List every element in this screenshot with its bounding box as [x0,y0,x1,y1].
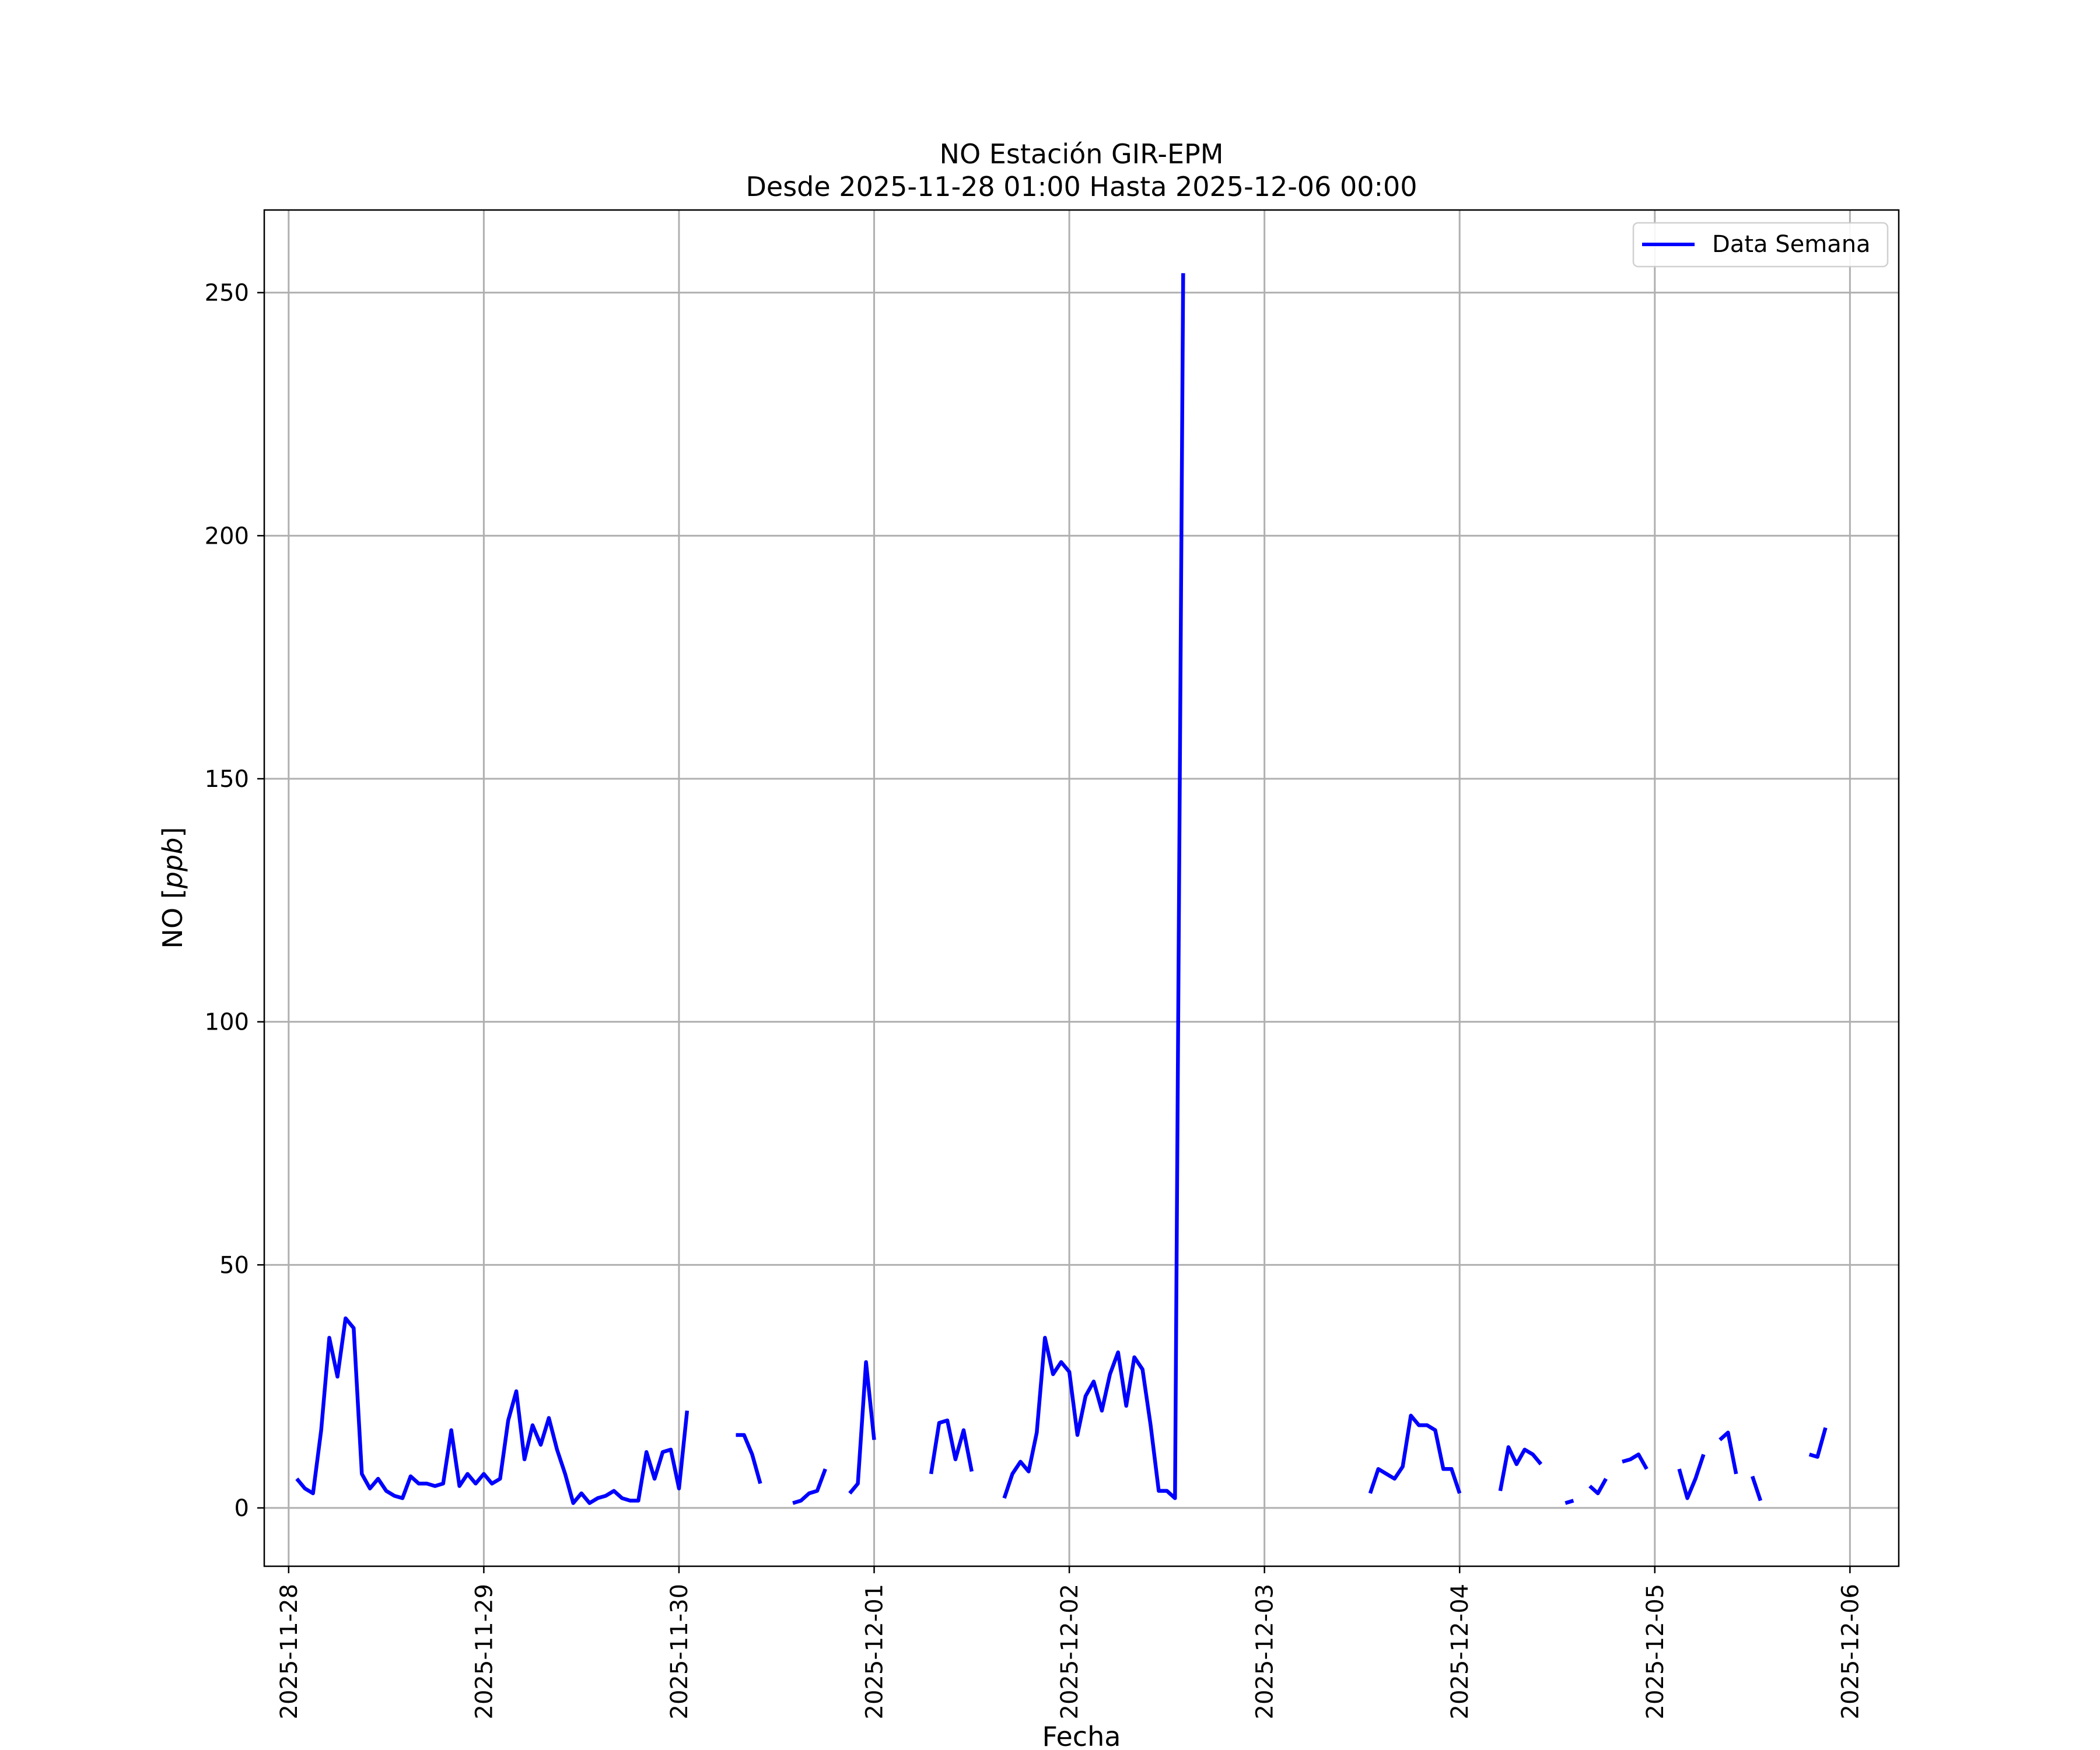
grid-lines [264,210,1899,1566]
x-tick-label: 2025-12-06 [1837,1584,1864,1719]
series-line-segment [1002,273,1185,1500]
plot-frame [263,209,1900,1567]
x-tick-label: 2025-11-29 [471,1584,498,1719]
series-line-segment [1808,1427,1828,1459]
series-line-segment [1498,1445,1543,1492]
series-line-segment [1718,1430,1738,1475]
y-axis-label-suffix: ] [157,827,188,838]
series-line-segment [1588,1478,1608,1496]
y-axis-label-prefix: NO [ [157,888,188,949]
series-line-segment [1751,1475,1763,1502]
series-line-segment [736,1433,762,1485]
x-tick-label: 2025-12-02 [1056,1584,1083,1719]
x-tick-label: 2025-12-01 [862,1584,888,1719]
series-line-segment [1677,1454,1706,1500]
series-line-segment [1368,1413,1462,1494]
legend-label: Data Semana [1712,231,1871,258]
series-line-segment [929,1418,974,1475]
y-tick-label: 200 [205,523,249,550]
x-axis-ticks: 2025-11-28 2025-11-29 2025-11-30 2025-12-01… [276,1566,1864,1719]
x-tick-label: 2025-12-04 [1447,1584,1474,1719]
y-tick-label: 0 [235,1495,249,1522]
x-tick-label: 2025-12-05 [1642,1584,1669,1719]
legend: Data Semana [1632,222,1889,268]
series-layer [295,273,1828,1505]
series-line-segment [1622,1452,1648,1470]
legend-box [1632,222,1889,268]
x-axis-label: Fecha [1042,1721,1121,1750]
y-tick-label: 250 [205,280,249,307]
x-tick-label: 2025-12-03 [1252,1584,1279,1719]
chart-subtitle: Desde 2025-11-28 01:00 Hasta 2025-12-06 … [746,171,1417,202]
x-tick-label: 2025-11-28 [276,1584,303,1719]
series-line-segment [792,1468,827,1505]
series-line-segment [848,1360,876,1495]
y-tick-label: 150 [205,766,249,793]
series-line-segment [1564,1499,1574,1505]
y-axis-ticks: 0 50 100 150 200 250 [205,280,264,1522]
x-tick-label: 2025-11-30 [666,1584,693,1719]
y-axis-label: NO [ppb] [157,827,188,949]
y-tick-label: 100 [205,1009,249,1036]
y-tick-label: 50 [219,1252,249,1279]
chart-title: NO Estación GIR-EPM [940,138,1224,170]
series-line-segment [295,1316,690,1505]
y-axis-label-unit: ppb [157,838,188,890]
